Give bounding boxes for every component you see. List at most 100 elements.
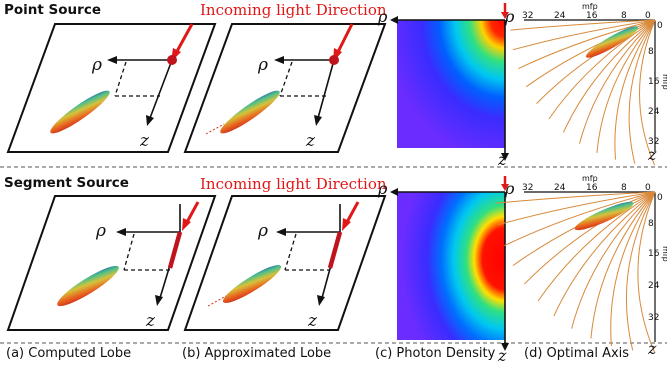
optimal-axis-curve <box>625 191 656 351</box>
panel-photon-density: ρ z <box>377 3 509 169</box>
tick-x-32: 32 <box>522 11 533 21</box>
incoming-light-label: Incoming light Direction <box>200 175 387 193</box>
optimal-axis-curve <box>553 191 656 317</box>
rho-label: ρ <box>377 179 388 198</box>
z-label: z <box>307 311 318 331</box>
tick-y-0: 0 <box>657 21 663 31</box>
optimal-axis-curve <box>637 191 656 353</box>
rho-label: ρ <box>257 55 268 75</box>
optimal-axis-curve <box>614 19 656 160</box>
x-unit: mfp <box>582 174 598 183</box>
density-map <box>397 192 505 340</box>
tick-x-16: 16 <box>586 11 598 21</box>
row-title-segment-source: Segment Source <box>4 175 129 191</box>
plane-frame <box>183 195 387 331</box>
lobe <box>574 201 634 231</box>
optimal-axis-curve <box>579 19 656 144</box>
rho-label: ρ <box>257 221 268 241</box>
optimal-axis-curve <box>504 191 656 247</box>
optimal-axis-curve <box>571 191 656 329</box>
caption-optimal-axis: (d) Optimal Axis <box>524 346 630 361</box>
optimal-axis-curve <box>518 19 656 70</box>
y-unit: mfp <box>661 246 667 262</box>
optimal-axis-curve <box>510 19 656 31</box>
point-source-dot <box>329 55 339 65</box>
panel-optimal-axis: ρ 32 24 16 8 0 mfp 0 8 16 24 32 mfp z <box>504 2 667 166</box>
row-title-point-source: Point Source <box>4 2 101 18</box>
rho-label: ρ <box>377 7 388 26</box>
lobe <box>57 265 119 307</box>
panel-approximated-lobe: ρ z <box>183 23 387 153</box>
tick-x-8: 8 <box>621 11 627 21</box>
lobe <box>222 265 282 303</box>
panel-optimal-axis: ρ 32 24 16 8 0 mfp 0 8 16 24 32 mfp z <box>495 174 667 358</box>
optimal-axis-curves <box>495 191 656 353</box>
tick-y-8: 8 <box>648 47 654 57</box>
optimal-axis-curve <box>512 19 656 51</box>
y-unit: mfp <box>661 74 667 90</box>
optimal-axis-curve <box>639 19 656 166</box>
tick-y-32: 32 <box>648 137 659 147</box>
caption-approximated-lobe: (b) Approximated Lobe <box>182 346 332 361</box>
optimal-axis-curve <box>523 191 656 285</box>
incoming-arrow <box>335 23 354 55</box>
panel-computed-lobe: ρ z <box>6 195 217 331</box>
tick-y-24: 24 <box>648 281 660 291</box>
optimal-axis-curve <box>590 191 656 339</box>
z-axis <box>317 59 335 119</box>
caption-computed-lobe: (a) Computed Lobe <box>6 346 132 361</box>
tick-x-24: 24 <box>554 11 566 21</box>
optimal-axis-curve <box>495 191 656 204</box>
tick-x-0: 0 <box>645 183 651 193</box>
incoming-arrow <box>344 201 360 225</box>
z-label: z <box>145 311 156 331</box>
z-label: z <box>647 339 657 358</box>
plane-frame <box>183 23 387 153</box>
optimal-axis-curve <box>596 19 656 153</box>
optimal-axis-curve <box>526 19 656 88</box>
caption-photon-density: (c) Photon Density <box>375 346 496 361</box>
row-point-source: Point Source Incoming light Direction ρ … <box>4 1 667 169</box>
z-axis <box>149 59 173 119</box>
lobe <box>50 90 110 134</box>
optimal-axis-curve <box>562 19 656 133</box>
rho-label: ρ <box>504 179 515 198</box>
optimal-axis-curve <box>498 191 656 226</box>
tick-x-8: 8 <box>621 183 627 193</box>
tick-x-0: 0 <box>645 11 651 21</box>
lobe <box>585 26 639 58</box>
segment-source <box>167 231 183 269</box>
z-label: z <box>647 145 657 164</box>
point-source-dot <box>167 55 177 65</box>
tick-y-16: 16 <box>648 249 660 259</box>
panel-computed-lobe: ρ z <box>6 23 217 153</box>
panel-photon-density: ρ z <box>377 176 509 365</box>
density-map <box>397 20 505 148</box>
panel-approximated-lobe: ρ z <box>183 195 387 331</box>
tick-x-16: 16 <box>586 183 598 193</box>
x-unit: mfp <box>582 2 598 11</box>
incoming-arrow <box>184 201 200 225</box>
tick-y-24: 24 <box>648 107 660 117</box>
rho-label: ρ <box>504 7 515 26</box>
tick-x-32: 32 <box>522 183 533 193</box>
tick-y-8: 8 <box>648 219 654 229</box>
plane-frame <box>6 195 217 331</box>
tick-y-32: 32 <box>648 313 659 323</box>
segment-source <box>327 231 343 269</box>
optimal-axis-curve <box>610 191 656 347</box>
optimal-axis-curve <box>537 191 656 302</box>
optimal-axis-curves <box>510 19 656 166</box>
z-label: z <box>497 150 507 169</box>
z-label: z <box>497 346 507 365</box>
rho-label: ρ <box>95 221 106 241</box>
incoming-arrow <box>173 23 194 56</box>
z-label: z <box>305 131 316 151</box>
lobe <box>220 90 280 134</box>
plane-frame <box>6 23 217 153</box>
row-segment-source: Segment Source Incoming light Direction … <box>4 174 667 365</box>
tick-y-0: 0 <box>657 193 663 203</box>
tick-y-16: 16 <box>648 77 660 87</box>
optimal-axis-curve <box>628 19 656 164</box>
rho-label: ρ <box>91 55 102 75</box>
